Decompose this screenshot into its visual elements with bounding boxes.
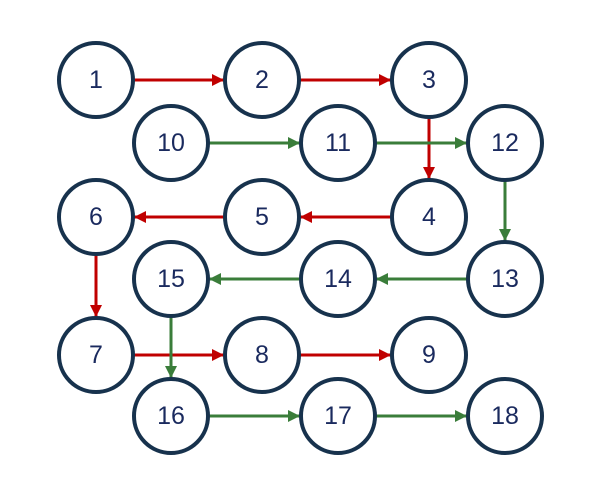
node-label: 12 — [491, 129, 519, 157]
node-circle — [57, 316, 135, 394]
node-14: 14 — [299, 240, 377, 318]
node-label: 13 — [491, 265, 519, 293]
node-16: 16 — [132, 377, 210, 455]
node-circle — [390, 41, 468, 119]
node-label: 3 — [422, 66, 436, 94]
node-circle — [223, 316, 301, 394]
node-circle — [466, 377, 544, 455]
node-10: 10 — [132, 104, 210, 182]
node-circle — [223, 178, 301, 256]
node-label: 9 — [422, 341, 436, 369]
node-circle — [223, 41, 301, 119]
node-13: 13 — [466, 240, 544, 318]
node-label: 7 — [89, 341, 103, 369]
node-circle — [390, 178, 468, 256]
node-circle — [299, 104, 377, 182]
node-9: 9 — [390, 316, 468, 394]
node-label: 11 — [325, 129, 351, 157]
node-label: 4 — [422, 203, 436, 231]
node-label: 18 — [491, 402, 519, 430]
node-circle — [57, 41, 135, 119]
node-7: 7 — [57, 316, 135, 394]
node-1: 1 — [57, 41, 135, 119]
node-3: 3 — [390, 41, 468, 119]
node-label: 10 — [157, 129, 185, 157]
node-15: 15 — [132, 240, 210, 318]
node-11: 11 — [299, 104, 377, 182]
node-circle — [466, 240, 544, 318]
node-label: 16 — [157, 402, 185, 430]
node-label: 5 — [255, 203, 269, 231]
node-18: 18 — [466, 377, 544, 455]
node-circle — [57, 178, 135, 256]
node-17: 17 — [299, 377, 377, 455]
node-label: 6 — [89, 203, 103, 231]
node-6: 6 — [57, 178, 135, 256]
node-8: 8 — [223, 316, 301, 394]
node-circle — [390, 316, 468, 394]
node-circle — [132, 377, 210, 455]
node-circle — [132, 104, 210, 182]
node-2: 2 — [223, 41, 301, 119]
node-circle — [299, 240, 377, 318]
node-circle — [132, 240, 210, 318]
node-label: 2 — [255, 66, 269, 94]
node-12: 12 — [466, 104, 544, 182]
node-circle — [466, 104, 544, 182]
node-label: 17 — [324, 402, 352, 430]
node-circle — [299, 377, 377, 455]
node-label: 8 — [255, 341, 269, 369]
node-5: 5 — [223, 178, 301, 256]
node-4: 4 — [390, 178, 468, 256]
nodes: 1 2 310 11 126 5 415 14 137 8 916 17 18 — [57, 41, 544, 455]
node-label: 15 — [157, 265, 185, 293]
node-label: 1 — [89, 66, 103, 94]
edges — [90, 74, 511, 422]
node-label: 14 — [324, 265, 352, 293]
